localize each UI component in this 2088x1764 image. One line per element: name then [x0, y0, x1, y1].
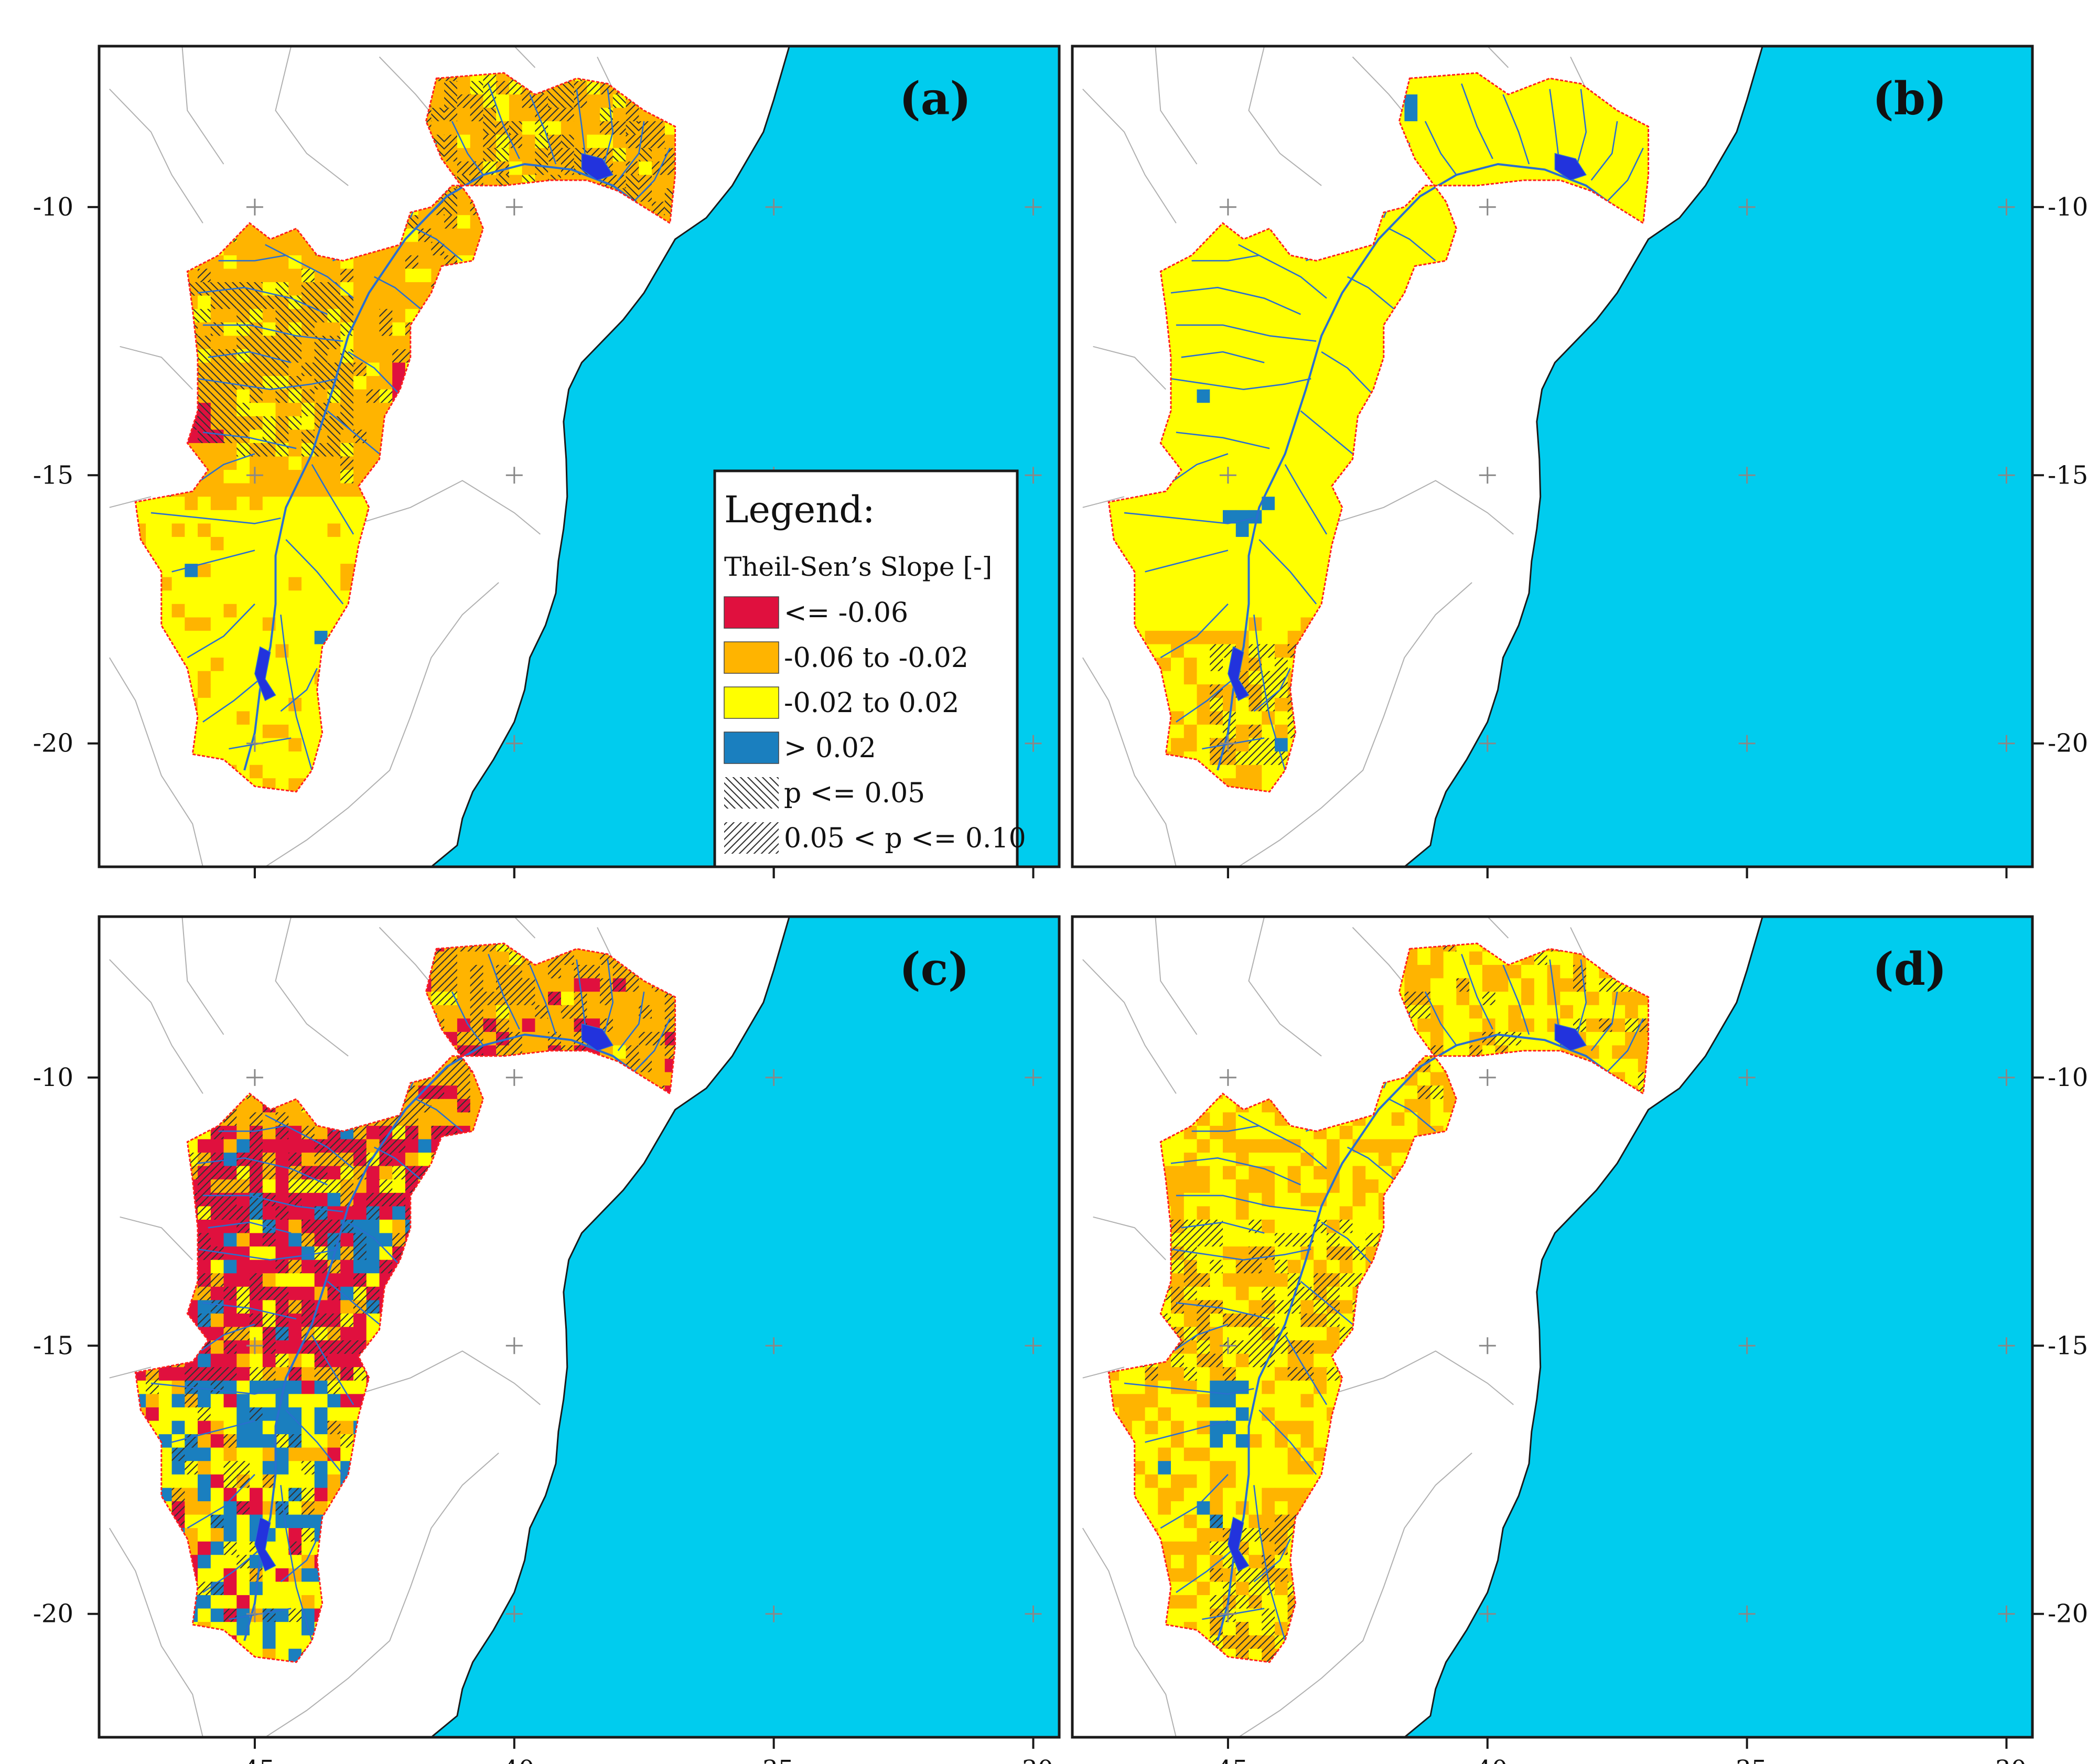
lat-tick-label-right: -15	[2048, 1331, 2088, 1360]
lat-tick-label-right: -20	[2048, 1599, 2088, 1629]
legend-item-label: > 0.02	[784, 733, 876, 764]
basin-outline	[1107, 72, 1650, 793]
lat-tick-label-left: -10	[33, 1063, 73, 1092]
legend-item-label: p <= 0.05	[784, 778, 925, 809]
state-borders	[109, 917, 660, 1737]
lat-tick-label-right: -10	[2048, 1063, 2088, 1092]
lat-tick-label-right: -10	[2048, 192, 2088, 222]
panel-label: (b)	[1872, 72, 1947, 125]
reservoir	[581, 153, 614, 181]
panel-label: (a)	[899, 72, 971, 125]
legend: Legend: Theil-Sen’s Slope [-] <= -0.06 -0.0…	[713, 469, 1026, 868]
graticule-marks	[1219, 198, 2015, 752]
lon-tick-label: -30	[1986, 1755, 2027, 1764]
lat-tick-label-right: -20	[2048, 729, 2088, 758]
lat-tick-label-left: -20	[33, 729, 73, 758]
legend-swatch	[724, 822, 779, 854]
basin-outline	[134, 942, 676, 1663]
legend-swatch	[724, 641, 779, 674]
lat-tick-label-left: -15	[33, 1331, 73, 1360]
lat-tick-label-left: -10	[33, 192, 73, 222]
panel-frame	[98, 45, 1061, 868]
graticule-marks	[246, 1069, 1042, 1622]
ocean	[1403, 917, 2032, 1737]
reservoir	[1554, 153, 1587, 181]
legend-swatch	[724, 732, 779, 764]
legend-swatch	[724, 596, 779, 629]
basin-outline	[1107, 942, 1650, 1663]
reservoir	[254, 1516, 276, 1572]
lon-tick-label: -40	[1467, 1755, 1508, 1764]
legend-item-label: 0.05 < p <= 0.10	[784, 823, 1026, 854]
reservoir	[581, 1023, 614, 1051]
legend-subtitle: Theil-Sen’s Slope [-]	[724, 552, 992, 582]
lat-tick-label-right: -15	[2048, 460, 2088, 490]
legend-swatch	[724, 686, 779, 719]
reservoir	[254, 646, 276, 701]
map-panel-b: (b)	[1071, 45, 2044, 878]
lon-tick-label: -45	[1208, 1755, 1248, 1764]
legend-item-label: <= -0.06	[784, 597, 908, 629]
map-panel-d: (d)	[1071, 915, 2044, 1749]
reservoir	[1228, 1516, 1250, 1572]
map-panel-c: (c)	[88, 915, 1061, 1749]
panel-label: (c)	[899, 943, 970, 996]
lon-tick-label: -35	[1727, 1755, 1767, 1764]
panel-frame	[1071, 45, 2034, 868]
lat-tick-label-left: -20	[33, 1599, 73, 1629]
legend-title: Legend:	[724, 488, 875, 531]
legend-item-label: -0.06 to -0.02	[784, 642, 968, 674]
graticule-marks	[246, 198, 1042, 752]
legend-item-label: -0.02 to 0.02	[784, 687, 959, 719]
ocean	[430, 917, 1059, 1737]
lon-tick-label: -45	[234, 1755, 275, 1764]
ocean	[1403, 46, 2032, 867]
basin-outline	[134, 72, 676, 793]
state-borders	[109, 46, 660, 867]
lon-tick-label: -35	[754, 1755, 794, 1764]
reservoir	[1228, 646, 1250, 701]
lon-tick-label: -30	[1013, 1755, 1053, 1764]
graticule-marks	[1219, 1069, 2015, 1622]
reservoir	[1554, 1023, 1587, 1051]
legend-swatch	[724, 777, 779, 809]
lon-tick-label: -40	[494, 1755, 534, 1764]
panel-label: (d)	[1872, 943, 1947, 996]
state-borders	[1082, 46, 1633, 867]
panel-frame	[1071, 915, 2034, 1739]
panel-frame	[98, 915, 1061, 1739]
map-panel-a: (a)	[88, 45, 1061, 878]
lat-tick-label-left: -15	[33, 460, 73, 490]
